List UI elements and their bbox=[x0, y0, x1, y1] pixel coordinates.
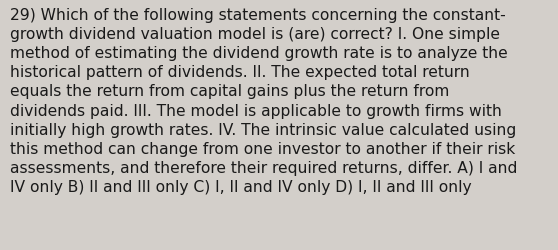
Text: 29) Which of the following statements concerning the constant-
growth dividend v: 29) Which of the following statements co… bbox=[10, 8, 517, 194]
